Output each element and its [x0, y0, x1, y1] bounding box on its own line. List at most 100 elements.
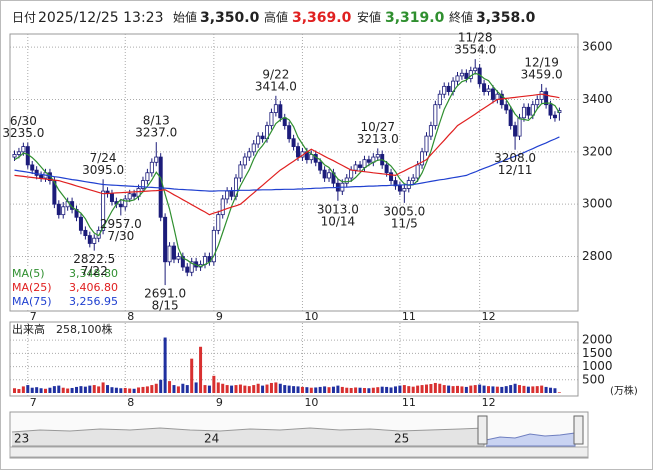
price-panel	[9, 33, 579, 312]
volume-bar	[35, 387, 39, 393]
scrollbar[interactable]	[9, 446, 589, 458]
volume-bar	[487, 386, 491, 393]
candle-body	[171, 245, 176, 260]
x-tick-label: 7	[30, 396, 37, 409]
annotation-date: 12/11	[498, 163, 533, 177]
candle-body	[353, 164, 358, 171]
volume-bar	[398, 385, 402, 393]
annotation-price: 2822.5	[73, 252, 115, 266]
candle-body	[495, 93, 500, 100]
candle-body	[415, 164, 420, 179]
volume-bar	[478, 384, 482, 393]
volume-bar	[39, 388, 43, 393]
legend	[11, 266, 121, 310]
volume-bar	[349, 387, 353, 393]
volume-bar	[557, 392, 561, 393]
range-handle[interactable]	[477, 415, 488, 445]
y-tick-label: 2000	[582, 333, 613, 347]
volume-bar	[181, 383, 185, 393]
candle-body	[145, 172, 150, 182]
candle-body	[185, 266, 190, 273]
annotation-date: 11/28	[458, 31, 493, 45]
candle-body	[535, 99, 540, 106]
volume-bar	[190, 358, 194, 393]
candle-body	[366, 159, 371, 163]
legend-value: 3,256.95	[69, 295, 118, 308]
moving-average-line	[14, 72, 560, 268]
annotation-date: 10/27	[360, 120, 395, 134]
annotation-price: 3237.0	[135, 126, 177, 140]
volume-bar	[230, 385, 234, 393]
candle-body	[238, 164, 243, 179]
volume-bar	[482, 385, 486, 393]
annotation-price: 3013.0	[317, 202, 359, 216]
candle-body	[158, 156, 163, 218]
legend-name: MA(25)	[12, 281, 52, 294]
volume-bar	[243, 385, 247, 393]
x-tick-label: 8	[127, 396, 134, 409]
volume-bar	[318, 386, 322, 393]
candle-body	[482, 83, 487, 92]
volume-bar	[354, 387, 358, 393]
volume-bar	[172, 385, 176, 393]
annotation-price: 2691.0	[144, 287, 186, 301]
candle-body	[132, 193, 137, 197]
candle-body	[21, 146, 26, 153]
volume-title: 出来高	[12, 322, 45, 336]
candle-body	[291, 138, 296, 147]
volume-bar	[128, 388, 132, 393]
candle-body	[220, 198, 225, 216]
volume-bar	[278, 383, 282, 393]
open-label: 始値	[173, 10, 197, 25]
annotation-date: 12/19	[524, 56, 559, 70]
volume-bar	[207, 385, 211, 393]
volume-bar	[114, 387, 118, 393]
candle-body	[358, 164, 363, 168]
candle-body	[322, 169, 327, 179]
volume-bar	[451, 386, 455, 393]
volume-bar	[469, 385, 473, 393]
volume-bar	[283, 385, 287, 393]
volume-bar	[79, 386, 83, 393]
candle-body	[464, 72, 469, 79]
volume-bar	[393, 386, 397, 393]
candle-body	[167, 245, 172, 263]
volume-bar	[336, 385, 340, 393]
x-tick-label: 11	[402, 396, 416, 409]
candle-body	[384, 164, 389, 174]
candle-body	[16, 151, 21, 155]
volume-bar	[305, 387, 309, 393]
candle-body	[552, 114, 557, 119]
candle-body	[428, 125, 433, 137]
candle-body	[344, 177, 349, 184]
y-tick-label: 1000	[582, 359, 613, 373]
candle-body	[154, 156, 159, 163]
legend-value: 3,406.80	[69, 281, 118, 294]
candle-body	[446, 85, 451, 92]
volume-bar	[52, 386, 56, 393]
candle-body	[397, 185, 402, 192]
candle-body	[256, 135, 261, 145]
volume-bar	[340, 386, 344, 393]
legend-name: MA(75)	[12, 295, 52, 308]
candle-body	[242, 156, 247, 166]
volume-bar	[460, 386, 464, 393]
candle-body	[375, 154, 380, 158]
volume-bar	[309, 387, 313, 393]
volume-bar	[265, 384, 269, 393]
volume-bar	[380, 386, 384, 393]
candle-body	[424, 135, 429, 153]
candle-body	[544, 91, 549, 106]
candle-body	[486, 88, 491, 92]
volume-bar	[269, 382, 273, 393]
range-handle[interactable]	[573, 415, 584, 445]
volume-bar	[553, 388, 557, 393]
annotation-date: 10/14	[321, 214, 356, 228]
candle-body	[163, 216, 168, 263]
annotation-price: 3005.0	[383, 204, 425, 218]
volume-bar	[376, 387, 380, 393]
candle-body	[282, 117, 287, 127]
candle-body	[402, 188, 407, 192]
candle-body	[225, 190, 230, 200]
